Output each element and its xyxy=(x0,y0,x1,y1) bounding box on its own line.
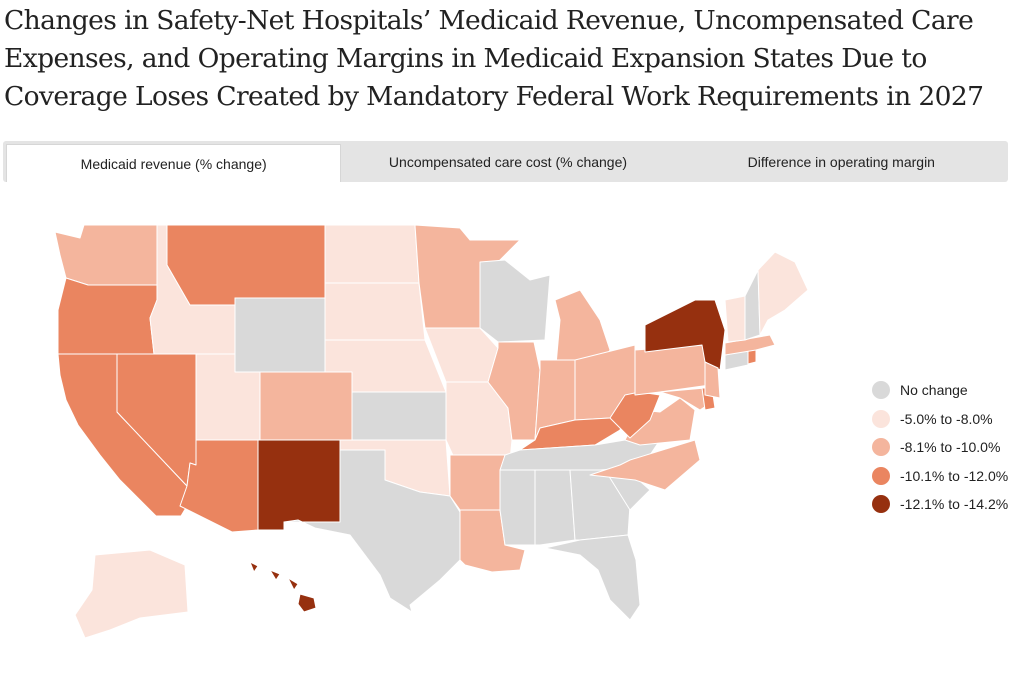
legend-label: -8.1% to -10.0% xyxy=(900,439,1001,456)
state-nj[interactable] xyxy=(704,361,721,399)
state-ks[interactable] xyxy=(351,391,447,441)
state-sd[interactable] xyxy=(324,282,426,341)
state-ny[interactable] xyxy=(644,299,726,371)
legend-item-8-to-10: -8.1% to -10.0% xyxy=(872,433,1008,462)
legend-item-5-to-8: -5.0% to -8.0% xyxy=(872,405,1008,434)
map-legend: No change -5.0% to -8.0% -8.1% to -10.0%… xyxy=(872,376,1008,519)
state-or[interactable] xyxy=(57,277,158,355)
tab-medicaid-revenue[interactable]: Medicaid revenue (% change) xyxy=(6,144,342,182)
tab-operating-margin[interactable]: Difference in operating margin xyxy=(747,153,935,170)
state-ak[interactable] xyxy=(74,549,189,639)
state-tx[interactable] xyxy=(283,449,461,613)
state-mt[interactable] xyxy=(166,224,326,306)
legend-swatch xyxy=(872,495,890,514)
us-choropleth-map xyxy=(54,224,809,639)
tab-bar: Medicaid revenue (% change) Uncompensate… xyxy=(3,141,1008,182)
state-nm[interactable] xyxy=(257,439,341,531)
legend-label: -5.0% to -8.0% xyxy=(900,410,993,427)
legend-swatch xyxy=(872,466,890,485)
state-ms[interactable] xyxy=(499,469,536,546)
legend-swatch xyxy=(872,409,890,428)
state-nd[interactable] xyxy=(324,224,420,284)
legend-item-no-change: No change xyxy=(872,376,1008,405)
state-hi[interactable] xyxy=(249,561,317,613)
state-co[interactable] xyxy=(259,371,353,441)
state-nh[interactable] xyxy=(744,269,761,341)
state-al[interactable] xyxy=(534,469,576,546)
page-title: Changes in Safety-Net Hospitals’ Medicai… xyxy=(4,5,984,112)
state-wv[interactable] xyxy=(609,391,661,439)
tab-uncompensated-care-cost[interactable]: Uncompensated care cost (% change) xyxy=(388,153,628,170)
state-wa[interactable] xyxy=(54,224,158,286)
legend-label: No change xyxy=(900,382,968,399)
legend-label: -10.1% to -12.0% xyxy=(900,467,1009,484)
state-il[interactable] xyxy=(487,341,541,441)
state-ri[interactable] xyxy=(747,349,757,365)
legend-item-12-to-14: -12.1% to -14.2% xyxy=(872,490,1008,519)
state-vt[interactable] xyxy=(724,295,746,343)
legend-swatch xyxy=(872,381,890,400)
state-me[interactable] xyxy=(757,251,809,336)
legend-swatch xyxy=(872,438,890,457)
legend-item-10-to-12: -10.1% to -12.0% xyxy=(872,462,1008,491)
state-nc[interactable] xyxy=(589,439,701,491)
state-fl[interactable] xyxy=(544,534,641,621)
state-ma[interactable] xyxy=(724,334,776,356)
state-wy[interactable] xyxy=(234,297,326,373)
legend-label: -12.1% to -14.2% xyxy=(900,496,1009,513)
state-wi[interactable] xyxy=(479,259,551,343)
